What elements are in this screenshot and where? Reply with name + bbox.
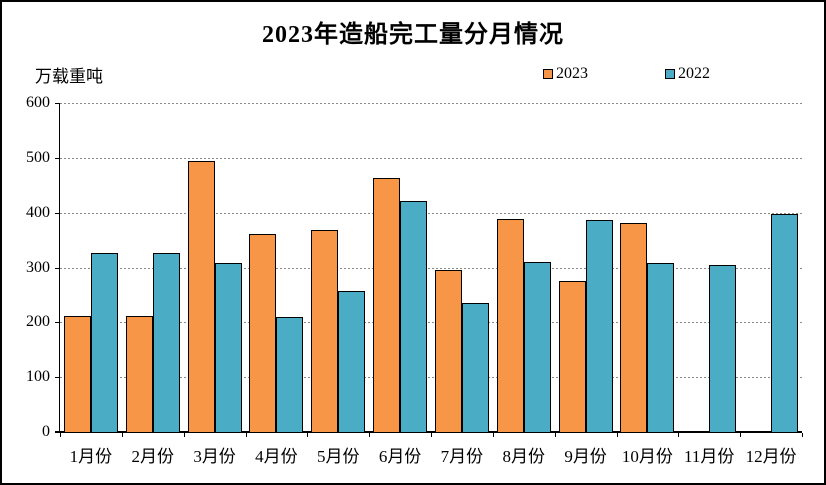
x-tick-label-1月份: 1月份 xyxy=(69,447,113,466)
x-tick-label-10月份: 10月份 xyxy=(621,447,673,466)
y-tick-mark-100 xyxy=(55,377,60,379)
x-tick-mark-8 xyxy=(554,433,556,437)
bar-2022-9月份 xyxy=(585,220,613,432)
bar-2023-7月份 xyxy=(434,269,462,432)
y-tick-mark-400 xyxy=(55,212,60,214)
x-tick-label-9月份: 9月份 xyxy=(564,447,607,466)
x-tick-mark-11 xyxy=(740,433,742,437)
bar-2023-8月份 xyxy=(496,219,524,432)
bar-2023-3月份 xyxy=(187,161,215,432)
y-tick-label-300: 300 xyxy=(26,258,50,276)
chart-title: 2023年造船完工量分月情况 xyxy=(262,22,564,48)
legend-item-2023: 2023 xyxy=(543,65,588,83)
x-tick-label-8月份: 8月份 xyxy=(502,447,545,466)
bar-2023-5月份 xyxy=(311,230,339,432)
bar-2022-2月份 xyxy=(152,252,180,432)
y-tick-mark-300 xyxy=(55,267,60,269)
x-tick-mark-6 xyxy=(431,433,432,437)
bar-2022-12月份 xyxy=(771,214,799,432)
gridline-100 xyxy=(60,377,802,379)
y-tick-mark-0 xyxy=(55,432,60,433)
x-tick-label-5月份: 5月份 xyxy=(316,447,360,466)
x-tick-label-11月份: 11月份 xyxy=(684,447,735,466)
x-tick-mark-0 xyxy=(60,433,61,437)
legend-item-2022: 2022 xyxy=(665,65,710,83)
bar-2022-5月份 xyxy=(338,291,366,432)
y-tick-label-500: 500 xyxy=(26,148,50,166)
gridline-600 xyxy=(60,103,802,104)
x-tick-label-6月份: 6月份 xyxy=(378,447,422,466)
x-tick-mark-9 xyxy=(616,433,618,437)
bar-2022-10月份 xyxy=(647,263,675,432)
bar-2023-4月份 xyxy=(249,233,277,432)
x-tick-mark-2 xyxy=(183,433,185,437)
gridline-200 xyxy=(60,322,802,324)
y-tick-label-600: 600 xyxy=(26,94,50,111)
x-tick-label-3月份: 3月份 xyxy=(193,447,236,466)
gridline-500 xyxy=(60,157,802,159)
x-axis-line xyxy=(55,431,802,433)
bar-2023-6月份 xyxy=(373,177,401,432)
bar-2022-4月份 xyxy=(276,316,304,432)
x-tick-label-12月份: 12月份 xyxy=(745,447,797,466)
bar-2022-1月份 xyxy=(90,253,118,432)
x-tick-mark-10 xyxy=(678,433,680,437)
legend-label-2022: 2022 xyxy=(678,65,710,82)
gridline-400 xyxy=(60,212,802,214)
bar-2022-6月份 xyxy=(400,201,428,432)
bar-2022-3月份 xyxy=(214,263,242,432)
legend: 2023 2022 xyxy=(543,65,710,83)
y-tick-mark-200 xyxy=(55,322,60,324)
x-tick-mark-5 xyxy=(369,433,371,437)
y-axis-unit-label: 万载重吨 xyxy=(35,67,103,86)
legend-swatch-2023 xyxy=(543,69,553,79)
legend-swatch-2022 xyxy=(665,69,675,79)
gridline-300 xyxy=(60,267,802,269)
bar-2023-1月份 xyxy=(63,316,91,432)
x-tick-label-2月份: 2月份 xyxy=(131,447,174,466)
bar-2022-8月份 xyxy=(523,262,551,432)
y-tick-mark-500 xyxy=(55,157,60,159)
y-tick-label-0: 0 xyxy=(42,423,50,440)
bar-2023-2月份 xyxy=(125,315,153,432)
x-tick-label-7月份: 7月份 xyxy=(440,447,484,466)
x-tick-mark-7 xyxy=(492,433,494,437)
plot-area xyxy=(55,103,802,433)
x-tick-mark-12 xyxy=(802,433,803,437)
bar-2023-10月份 xyxy=(620,223,648,432)
bar-2022-11月份 xyxy=(709,265,737,432)
y-tick-label-400: 400 xyxy=(26,203,50,221)
x-tick-mark-4 xyxy=(307,433,309,437)
bar-2022-7月份 xyxy=(461,303,489,432)
y-tick-mark-600 xyxy=(55,103,60,104)
y-tick-label-200: 200 xyxy=(26,313,50,331)
x-tick-mark-1 xyxy=(121,433,123,437)
bar-2023-9月份 xyxy=(558,280,586,432)
legend-label-2023: 2023 xyxy=(556,65,588,82)
x-tick-label-4月份: 4月份 xyxy=(255,447,298,466)
x-tick-mark-3 xyxy=(245,433,247,437)
y-tick-label-100: 100 xyxy=(26,368,50,386)
